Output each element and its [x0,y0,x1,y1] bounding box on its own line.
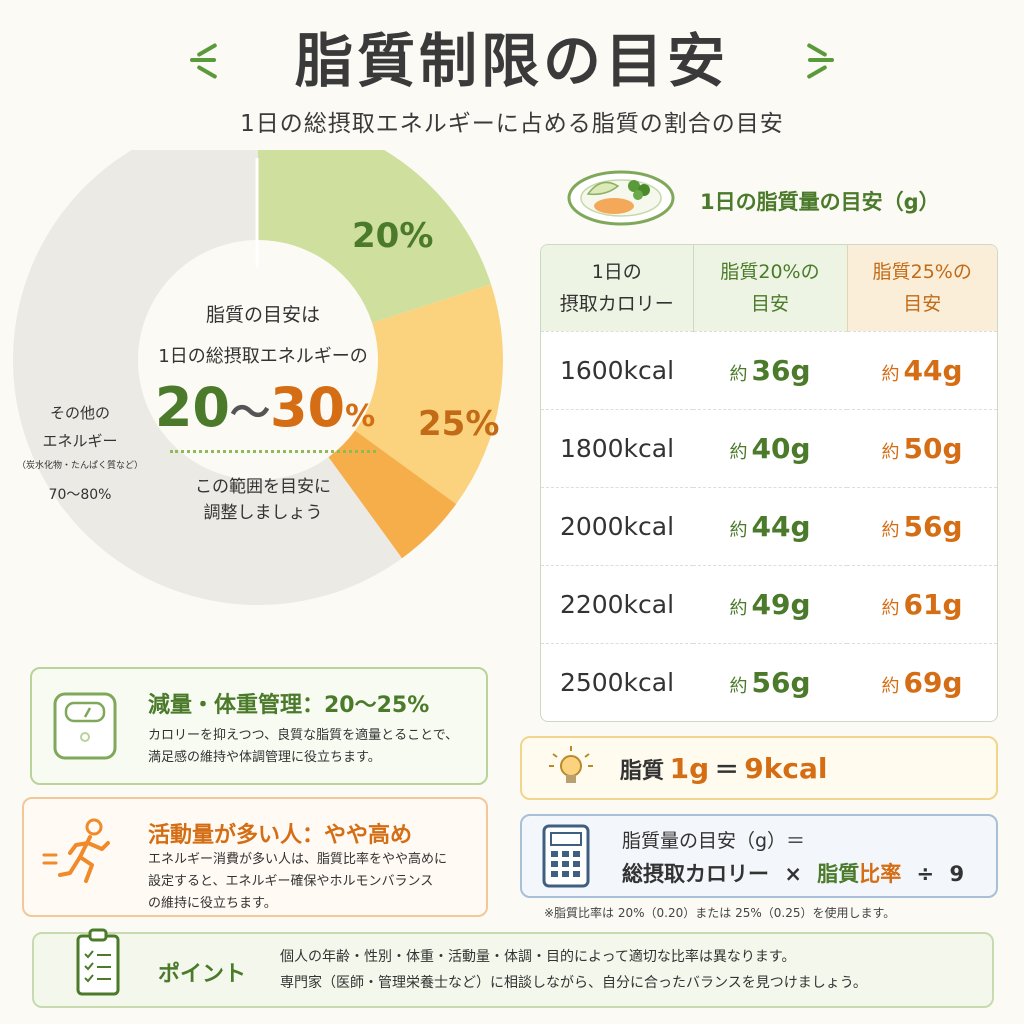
point-line2: 専門家（医師・管理栄養士など）に相談しながら、自分に合ったバランスを見つけましょ… [280,975,867,991]
donut-segment-20 [258,150,492,323]
row-kcal: 2200kcal [541,564,693,643]
weight-box-desc-2: 満足感の維持や体調管理に役立ちます。 [148,750,381,765]
fat-ratio-donut [13,150,503,605]
center-line1: 脂質の目安は [205,304,320,326]
fat-amount-table: 1日の 摂取カロリー 脂質20%の 目安 脂質25%の 目安 1600kcal 約 36g… [540,244,998,722]
formula-box: 脂質量の目安（g）＝ 総摂取カロリー × 脂質比率 ÷ 9 [520,814,998,898]
point-line1: 個人の年齢・性別・体重・活動量・体調・目的によって適切な比率は異なります。 [280,949,796,965]
row-kcal: 2000kcal [541,486,693,565]
other-label-2: エネルギー [42,432,118,450]
point-title: ポイント [158,962,247,987]
spark-decoration [808,58,834,62]
other-label-1: その他の [49,404,110,422]
row-g25: 約 44g [847,330,997,409]
row-kcal: 2500kcal [541,642,693,721]
formula-nine: 9 [949,862,965,886]
row-g25: 約 69g [847,642,997,721]
row-kcal: 1600kcal [541,330,693,409]
table-row: 2200kcal 約 49g 約 61g [541,564,997,643]
row-g20: 約 49g [693,564,847,643]
row-kcal: 1800kcal [541,408,693,487]
range-low: 20 [154,376,230,439]
table-row: 1800kcal 約 40g 約 50g [541,408,997,487]
seg-25-label: 25% [418,404,500,444]
row-g20: 約 40g [693,408,847,487]
scale-icon [53,692,117,760]
formula-line1: 脂質量の目安（g）＝ [622,830,806,852]
fat-kcal-label: 脂質 [620,759,665,784]
center-divider [170,450,376,453]
fat-kcal-eq: ＝ [714,756,739,784]
formula-times: × [784,862,802,886]
clipboard-icon [76,928,120,996]
range-high: 30 [269,376,346,439]
weight-management-box: 減量・体重管理：20〜25% カロリーを抑えつつ、良質な脂質を適量とることで、 … [30,667,488,785]
fat-kcal-equation: 脂質 1g ＝ 9kcal [620,750,827,785]
formula-fat: 脂質 [817,862,860,886]
center-line2: 1日の総摂取エネルギーの [158,346,368,367]
spark-decoration [190,58,216,62]
center-line3: この範囲を目安に [195,477,331,497]
row-g20: 約 44g [693,486,847,565]
row-g20: 約 56g [693,642,847,721]
page-subtitle: 1日の総摂取エネルギーに占める脂質の割合の目安 [240,111,784,137]
donut-segment-25 [355,284,503,505]
table-title: 1日の脂質量の目安（g） [700,190,940,214]
seg-20-label: 20% [352,216,434,256]
range-unit: % [345,399,376,434]
active-box-title: 活動量が多い人：やや高め [148,823,413,848]
fat-kcal-value: 9kcal [744,752,828,785]
row-g25: 約 56g [847,486,997,565]
center-range: 20〜30% [140,376,390,439]
weight-box-title: 減量・体重管理：20〜25% [148,693,430,718]
table-row: 1600kcal 約 36g 約 44g [541,330,997,409]
formula-divide: ÷ [916,862,935,886]
header-fat-25: 脂質25%の 目安 [847,245,997,331]
fat-kcal-box: 脂質 1g ＝ 9kcal [520,736,998,800]
row-g25: 約 61g [847,564,997,643]
center-line4: 調整しましょう [203,503,323,523]
donut-segment-30 [328,430,457,559]
formula-ratio: 比率 [859,862,902,886]
active-box-desc-1: エネルギー消費が多い人は、脂質比率をやや高めに [148,852,448,867]
row-g20: 約 36g [693,330,847,409]
header-calorie: 1日の 摂取カロリー [541,245,694,331]
other-label-4: 70〜80% [48,487,112,503]
page-title: 脂質制限の目安 [294,27,729,95]
table-row: 2500kcal 約 56g 約 69g [541,642,997,721]
fat-kcal-amount: 1g [669,752,710,785]
ratio-note: ※脂質比率は 20%（0.20）または 25%（0.25）を使用します。 [544,906,896,920]
lightbulb-icon [549,746,593,783]
formula-total-kcal: 総摂取カロリー [622,862,769,886]
row-g25: 約 50g [847,408,997,487]
point-box: ポイント 個人の年齢・性別・体重・活動量・体調・目的によって適切な比率は異なりま… [32,928,994,1008]
header-fat-20: 脂質20%の 目安 [693,245,848,331]
weight-box-desc-1: カロリーを抑えつつ、良質な脂質を適量とることで、 [148,728,459,743]
formula-line2: 総摂取カロリー × 脂質比率 ÷ 9 [622,858,964,888]
active-box-desc-3: の維持に役立ちます。 [148,896,277,911]
active-box-desc-2: 設定すると、エネルギー確保やホルモンバランス [148,874,434,889]
active-person-box: 活動量が多い人：やや高め エネルギー消費が多い人は、脂質比率をやや高めに 設定す… [22,797,488,917]
running-person-icon [42,818,110,883]
other-label-3: （炭水化物・たんぱく質など） [16,461,143,471]
plate-icon [567,170,675,226]
calculator-icon [542,824,590,888]
table-row: 2000kcal 約 44g 約 56g [541,486,997,565]
donut-segment-other [13,150,403,605]
range-separator: 〜 [229,390,270,436]
